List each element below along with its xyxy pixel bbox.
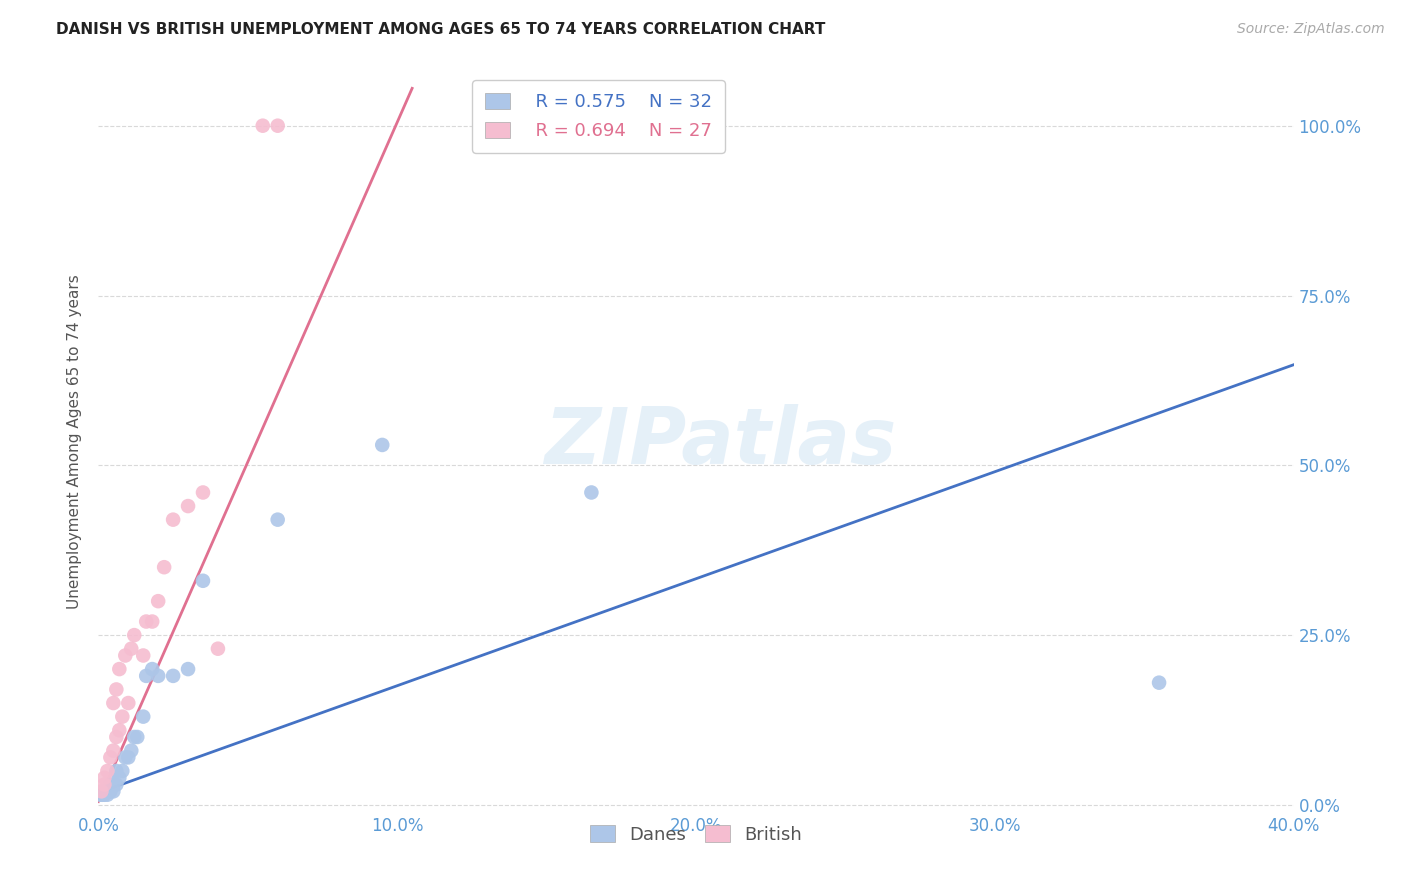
Point (98, 784, 122, 798)
Point (120, 743, 142, 757)
Point (124, 730, 146, 744)
Point (177, 662, 200, 676)
Text: Source: ZipAtlas.com: Source: ZipAtlas.com (1237, 22, 1385, 37)
Point (91, 788, 114, 802)
Point (98, 750, 122, 764)
Point (96, 764, 118, 778)
Point (141, 662, 163, 676)
Point (153, 560, 176, 574)
Point (117, 696, 139, 710)
Point (581, 485, 603, 500)
Point (103, 696, 125, 710)
Point (135, 669, 157, 683)
Point (91, 788, 114, 802)
Point (93, 771, 115, 785)
Point (177, 499, 200, 513)
Point (1147, 675, 1170, 690)
Y-axis label: Unemployment Among Ages 65 to 74 years: Unemployment Among Ages 65 to 74 years (67, 274, 83, 609)
Point (96, 784, 118, 798)
Point (105, 730, 128, 744)
Point (108, 662, 131, 676)
Point (132, 709, 155, 723)
Point (267, 119, 290, 133)
Point (127, 730, 149, 744)
Point (105, 764, 128, 778)
Text: ZIPatlas: ZIPatlas (544, 403, 896, 480)
Point (93, 784, 115, 798)
Point (117, 750, 139, 764)
Point (162, 669, 184, 683)
Point (114, 648, 136, 663)
Point (90, 784, 112, 798)
Point (105, 778, 128, 792)
Point (108, 723, 131, 738)
Point (93, 788, 115, 802)
Point (124, 628, 146, 642)
Point (191, 485, 214, 500)
Point (135, 615, 157, 629)
Point (148, 594, 170, 608)
Point (207, 641, 229, 656)
Point (267, 513, 290, 527)
Point (111, 709, 134, 723)
Point (90, 788, 112, 802)
Point (371, 438, 394, 452)
Point (120, 641, 142, 656)
Point (108, 771, 131, 785)
Point (191, 574, 214, 588)
Point (162, 513, 184, 527)
Point (141, 615, 163, 629)
Point (252, 119, 274, 133)
Point (103, 784, 125, 798)
Point (93, 778, 115, 792)
Point (103, 743, 125, 757)
Legend: Danes, British: Danes, British (579, 814, 813, 855)
Text: DANISH VS BRITISH UNEMPLOYMENT AMONG AGES 65 TO 74 YEARS CORRELATION CHART: DANISH VS BRITISH UNEMPLOYMENT AMONG AGE… (56, 22, 825, 37)
Point (148, 669, 170, 683)
Point (114, 750, 136, 764)
Point (132, 648, 155, 663)
Point (105, 682, 128, 697)
Point (96, 788, 118, 802)
Point (103, 778, 125, 792)
Point (98, 778, 122, 792)
Point (111, 764, 134, 778)
Point (90, 788, 112, 802)
